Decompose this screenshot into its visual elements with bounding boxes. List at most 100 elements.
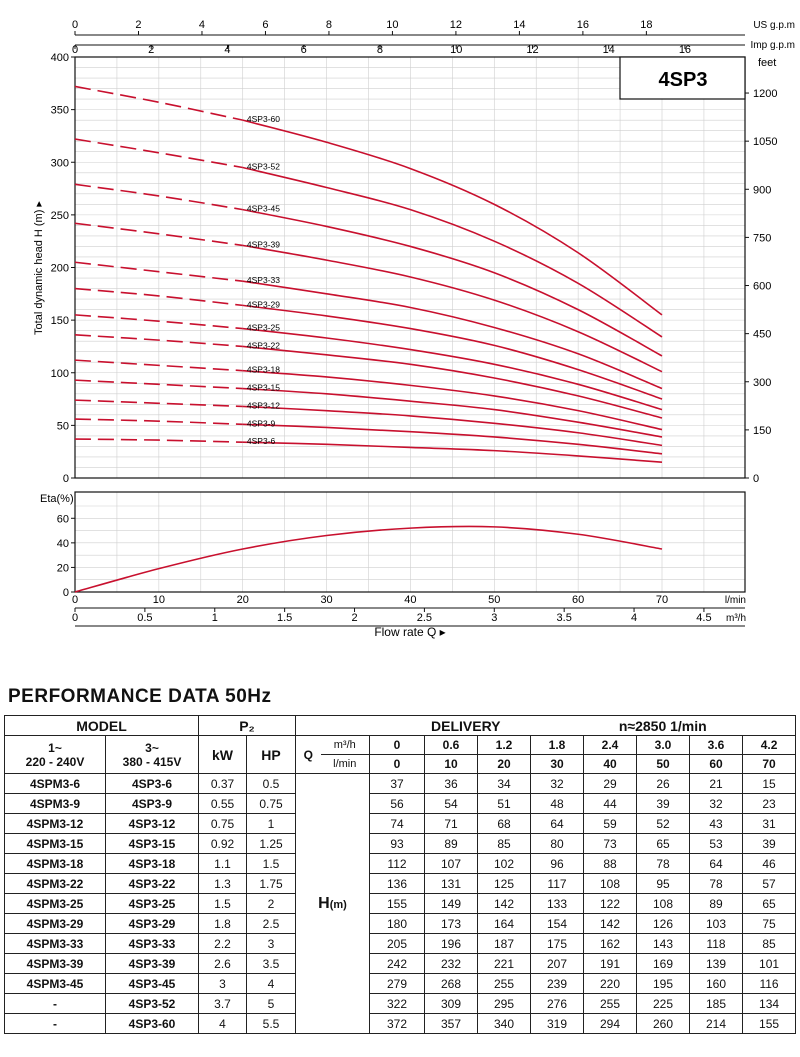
lmin-tick-label: 30 bbox=[320, 594, 332, 606]
model-title-box bbox=[619, 56, 746, 100]
model-three-phase: 4SP3-29 bbox=[105, 913, 199, 934]
series-label: 4SP3-12 bbox=[247, 400, 280, 410]
model-three-phase: 4SP3-12 bbox=[105, 813, 199, 834]
head-value: 85 bbox=[477, 833, 531, 854]
head-value: 74 bbox=[369, 813, 425, 834]
us-gpm-tick-label: 14 bbox=[513, 19, 525, 31]
head-value: 65 bbox=[636, 833, 690, 854]
feet-tick-label: 600 bbox=[753, 281, 771, 293]
head-value: 59 bbox=[583, 813, 637, 834]
lmin-tick-label: 0 bbox=[72, 594, 78, 606]
head-value: 118 bbox=[689, 933, 743, 954]
head-value: 71 bbox=[424, 813, 478, 834]
series-label: 4SP3-29 bbox=[247, 299, 280, 309]
flow-value-cell: 2.4 40 bbox=[583, 735, 637, 774]
head-curve-dashed bbox=[74, 85, 243, 121]
feet-unit-label: feet bbox=[758, 57, 776, 69]
head-value: 309 bbox=[424, 993, 478, 1014]
head-value: 93 bbox=[369, 833, 425, 854]
flow-m3h: 3.0 bbox=[637, 737, 689, 755]
m3h-tick-label: 2.5 bbox=[417, 612, 432, 624]
head-value: 220 bbox=[583, 973, 637, 994]
head-value: 173 bbox=[424, 913, 478, 934]
power-hp: 4 bbox=[246, 973, 296, 994]
table-row: 4SPM3-9 4SP3-9 0.55 0.75 56 54 51 48 44 39 32 23 bbox=[4, 793, 797, 814]
model-single-phase: 4SPM3-6 bbox=[4, 773, 106, 794]
head-value: 23 bbox=[741, 793, 797, 814]
series-label: 4SP3-9 bbox=[247, 418, 276, 428]
head-curve bbox=[242, 387, 663, 438]
flow-m3h: 1.2 bbox=[478, 737, 530, 755]
imp-gpm-tick-label: 16 bbox=[679, 44, 691, 56]
head-curve bbox=[242, 208, 663, 357]
head-value: 95 bbox=[636, 873, 690, 894]
flow-m3h: 2.4 bbox=[584, 737, 636, 755]
head-value: 88 bbox=[583, 853, 637, 874]
series-label: 4SP3-39 bbox=[247, 239, 280, 249]
flow-value-cell: 1.2 20 bbox=[477, 735, 531, 774]
head-curve-dashed bbox=[74, 261, 243, 282]
head-curve bbox=[242, 280, 663, 390]
lmin-tick-label: 50 bbox=[488, 594, 500, 606]
m3h-tick-label: 0.5 bbox=[137, 612, 152, 624]
head-value: 142 bbox=[583, 913, 637, 934]
head-value: 112 bbox=[369, 853, 425, 874]
us-gpm-tick-label: 18 bbox=[640, 19, 652, 31]
unit-lmin: l/min bbox=[333, 758, 357, 770]
imp-gpm-tick-label: 6 bbox=[301, 44, 307, 56]
power-kw: 0.92 bbox=[198, 833, 247, 854]
head-value: 52 bbox=[636, 813, 690, 834]
head-value: 191 bbox=[583, 953, 637, 974]
head-value: 53 bbox=[689, 833, 743, 854]
head-curve-dashed bbox=[74, 314, 243, 330]
model-three-phase: 4SP3-25 bbox=[105, 893, 199, 914]
m3h-tick-label: 0 bbox=[72, 612, 78, 624]
y-tick-label: 50 bbox=[57, 420, 69, 432]
power-kw: 2.6 bbox=[198, 953, 247, 974]
series-label: 4SP3-25 bbox=[247, 323, 280, 333]
head-value: 85 bbox=[741, 933, 797, 954]
us-gpm-tick-label: 16 bbox=[577, 19, 589, 31]
head-curve bbox=[242, 327, 663, 411]
flow-m3h: 1.8 bbox=[531, 737, 583, 755]
table-row: -4SP3-52 3.7 5 322 309 295 276 255 225 185 134 bbox=[4, 993, 797, 1014]
performance-title: PERFORMANCE DATA 50Hz bbox=[8, 686, 272, 707]
table-row: 4SPM3-6 4SP3-6 0.37 0.5 H(m) 37 36 34 32 29 26 21 15 bbox=[4, 773, 797, 1034]
performance-table: MODEL P₂ DELIVERY n≈2850 1/min 1~ 220 - 2… bbox=[4, 715, 797, 1034]
head-value: 340 bbox=[477, 1013, 531, 1034]
head-curve bbox=[242, 405, 663, 447]
lmin-tick-label: 60 bbox=[572, 594, 584, 606]
head-value: 37 bbox=[369, 773, 425, 794]
q-header: Q bbox=[295, 735, 321, 774]
y-tick-label: 300 bbox=[51, 157, 69, 169]
m3h-tick-label: 1.5 bbox=[277, 612, 292, 624]
power-kw: 1.3 bbox=[198, 873, 247, 894]
model-three-phase: 4SP3-18 bbox=[105, 853, 199, 874]
head-value: 155 bbox=[369, 893, 425, 914]
delivery-header: DELIVERY bbox=[295, 715, 531, 736]
head-curve bbox=[242, 345, 663, 419]
head-value: 357 bbox=[424, 1013, 478, 1034]
head-value: 36 bbox=[424, 773, 478, 794]
table-row: 4SPM3-33 4SP3-33 2.2 3 205 196 187 175 162 143 118… bbox=[4, 933, 797, 954]
head-value: 21 bbox=[689, 773, 743, 794]
y-tick-label: 400 bbox=[51, 52, 69, 64]
power-kw: 1.5 bbox=[198, 893, 247, 914]
y-axis-label: Total dynamic head H (m) ▸ bbox=[33, 201, 45, 335]
table-row: 4SPM3-29 4SP3-29 1.8 2.5 180 173 164 154 142 126 1… bbox=[4, 913, 797, 934]
head-value: 54 bbox=[424, 793, 478, 814]
head-value: 279 bbox=[369, 973, 425, 994]
head-value: 125 bbox=[477, 873, 531, 894]
head-value: 160 bbox=[689, 973, 743, 994]
head-curve bbox=[242, 244, 663, 373]
model-three-phase: 4SP3-22 bbox=[105, 873, 199, 894]
head-value: 89 bbox=[424, 833, 478, 854]
series-label: 4SP3-52 bbox=[247, 162, 280, 172]
us-gpm-unit: US g.p.m bbox=[753, 20, 795, 31]
series-label: 4SP3-60 bbox=[247, 114, 280, 124]
model-three-phase: 4SP3-33 bbox=[105, 933, 199, 954]
series-label: 4SP3-22 bbox=[247, 340, 280, 350]
head-value: 39 bbox=[741, 833, 797, 854]
head-value: 319 bbox=[530, 1013, 584, 1034]
head-value: 46 bbox=[741, 853, 797, 874]
